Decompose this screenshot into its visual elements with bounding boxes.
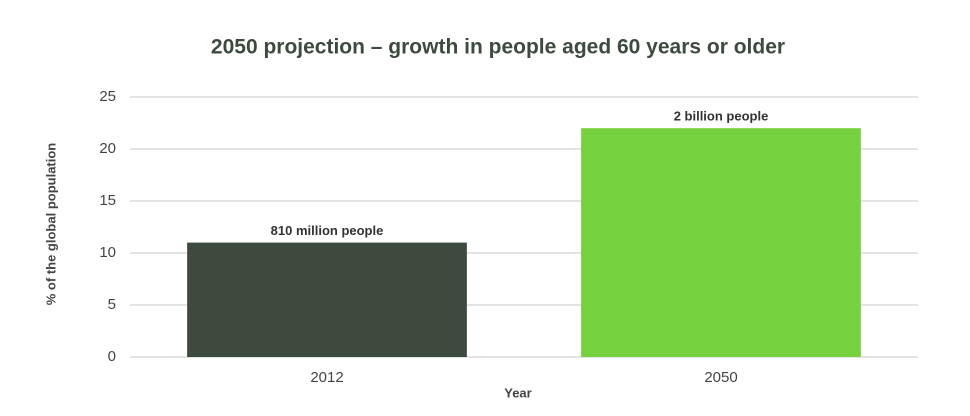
bar-annotation: 810 million people	[271, 223, 384, 238]
y-axis-label: % of the global population	[43, 143, 58, 306]
chart-title: 2050 projection – growth in people aged …	[211, 36, 785, 59]
y-tick-label: 15	[99, 192, 116, 209]
y-tick-label: 5	[108, 296, 116, 313]
bar	[187, 242, 467, 357]
y-tick-label: 25	[99, 88, 116, 105]
x-tick-label: 2012	[310, 369, 343, 386]
y-tick-label: 20	[99, 140, 116, 157]
bar	[581, 128, 861, 357]
y-tick-label: 10	[99, 244, 116, 261]
x-axis-label: Year	[504, 385, 531, 400]
bar-annotation: 2 billion people	[674, 109, 769, 124]
x-tick-label: 2050	[704, 369, 737, 386]
y-tick-label: 0	[108, 348, 116, 365]
